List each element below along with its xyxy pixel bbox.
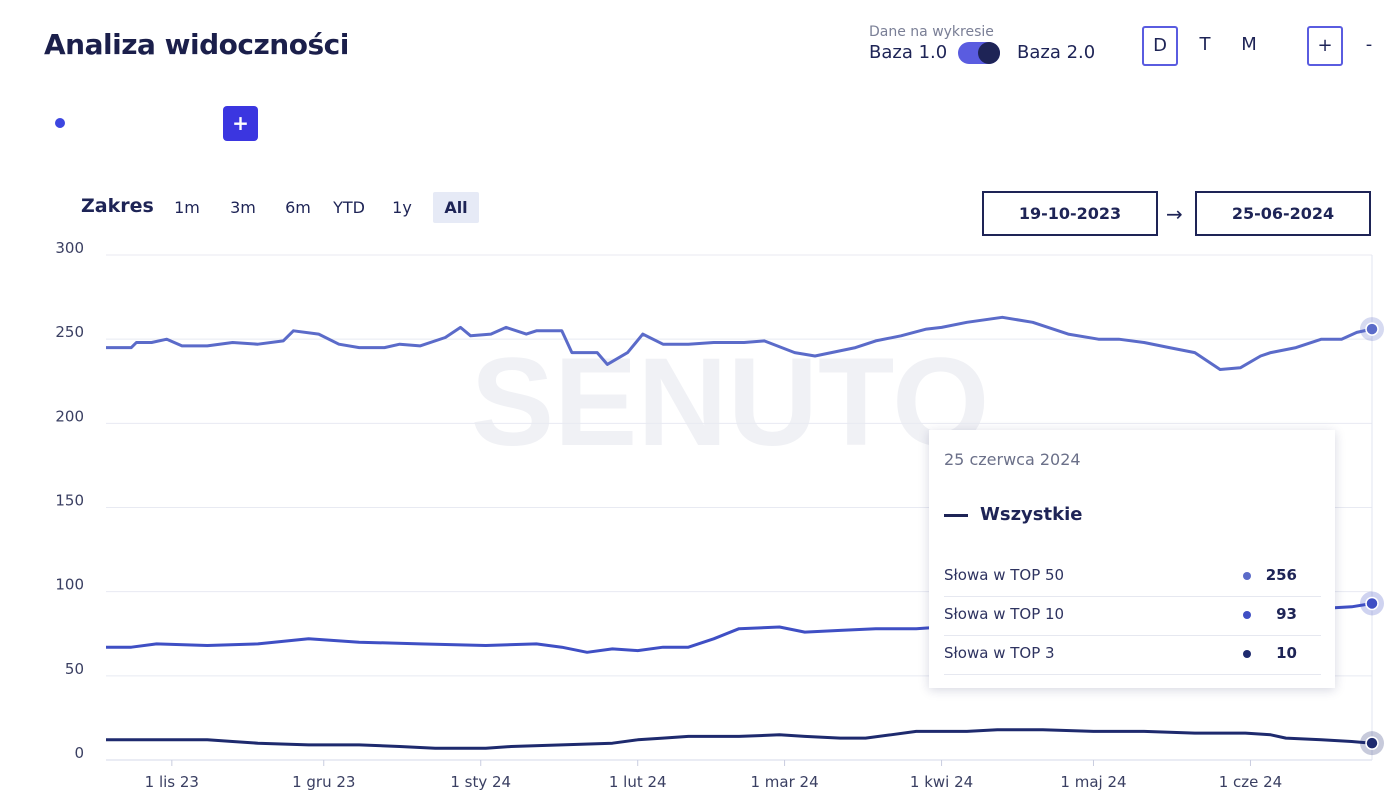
tooltip-row-top10: Słowa w TOP 10 93 [944,597,1321,636]
x-tick-label: 1 mar 24 [751,773,819,791]
date-range-arrow: → [1166,202,1183,226]
tooltip-legend: Wszystkie [980,504,1083,525]
series-color-dot [55,118,65,128]
date-to-field[interactable]: 25-06-2024 [1195,191,1371,236]
range-1y-button[interactable]: 1y [392,198,412,217]
tooltip-legend-line [944,514,968,517]
series-end-point [1365,596,1379,611]
tooltip-row-top3: Słowa w TOP 3 10 [944,636,1321,675]
range-all-button[interactable]: All [433,192,479,223]
add-domain-button[interactable]: + [223,106,258,141]
series-line [106,315,1373,371]
range-label: Zakres [81,195,154,217]
y-tick-label: 250 [55,323,84,341]
tooltip-row-top50: Słowa w TOP 50 256 [944,558,1321,597]
range-ytd-button[interactable]: YTD [333,198,365,217]
zoom-out-button[interactable]: - [1365,34,1373,55]
tooltip-row-dot [1243,611,1251,619]
tooltip-row-label: Słowa w TOP 10 [944,605,1065,623]
range-1m-button[interactable]: 1m [174,198,200,217]
watermark: SENUTO [471,333,990,472]
x-tick-label: 1 maj 24 [1060,773,1126,791]
x-tick-label: 1 cze 24 [1219,773,1283,791]
chart-markers [1360,317,1384,756]
y-tick-label: 0 [74,744,84,762]
series-end-point [1365,322,1379,336]
tooltip-row-label: Słowa w TOP 50 [944,566,1065,584]
tooltip-row-value: 256 [1265,566,1297,584]
page-title: Analiza widoczności [44,28,349,61]
range-3m-button[interactable]: 3m [230,198,256,217]
y-tick-label: 150 [55,492,84,510]
chart-tooltip: 25 czerwca 2024 Wszystkie Słowa w TOP 50… [929,430,1335,688]
x-tick-label: 1 sty 24 [450,773,511,791]
x-tick-label: 1 lis 23 [145,773,199,791]
period-week-button[interactable]: T [1199,34,1211,55]
y-tick-label: 100 [55,576,84,594]
base-1-label: Baza 1.0 [869,42,948,63]
period-month-button[interactable]: M [1241,34,1257,55]
y-tick-label: 50 [65,660,84,678]
tooltip-row-dot [1243,572,1251,580]
range-6m-button[interactable]: 6m [285,198,311,217]
data-source-label: Dane na wykresie [869,24,994,40]
x-tick-label: 1 gru 23 [292,773,355,791]
tooltip-row-value: 93 [1276,605,1297,623]
series-end-point [1365,736,1379,750]
tooltip-row-label: Słowa w TOP 3 [944,644,1055,662]
toggle-knob [978,42,1000,64]
date-from-field[interactable]: 19-10-2023 [982,191,1158,236]
y-tick-label: 300 [55,239,84,257]
x-tick-label: 1 kwi 24 [910,773,973,791]
y-tick-label: 200 [55,407,84,425]
tooltip-date: 25 czerwca 2024 [944,450,1081,469]
database-toggle[interactable] [958,42,1000,64]
zoom-in-button[interactable]: + [1307,26,1343,66]
chart-grid: 0 50 100 150 200 250 300 1 lis 23 1 gru 23 1 sty … [55,239,1373,791]
tooltip-row-value: 10 [1276,644,1297,662]
period-day-button[interactable]: D [1142,26,1178,66]
base-2-label: Baza 2.0 [1017,42,1096,63]
x-tick-label: 1 lut 24 [609,773,667,791]
tooltip-row-dot [1243,650,1251,658]
series-line [106,728,1373,750]
